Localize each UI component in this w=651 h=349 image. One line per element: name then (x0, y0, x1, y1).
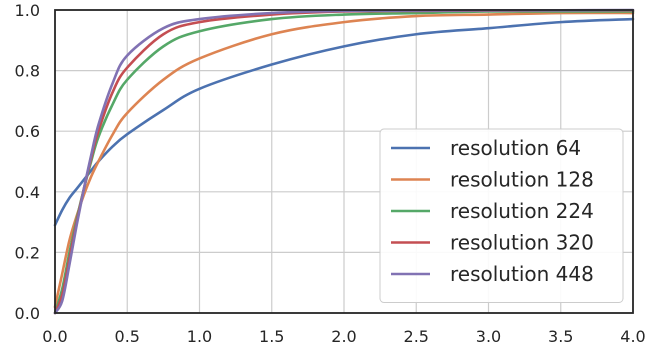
y-tick-label: 0.4 (15, 183, 40, 202)
x-tick-label: 1.5 (259, 327, 284, 346)
x-tick-label: 1.0 (187, 327, 212, 346)
y-tick-label: 0.2 (15, 243, 40, 262)
x-tick-label: 3.0 (476, 327, 501, 346)
legend-label: resolution 448 (450, 262, 594, 286)
series-line (53, 17, 635, 227)
y-tick-label: 0.6 (15, 122, 40, 141)
legend-label: resolution 320 (450, 231, 594, 255)
legend-label: resolution 64 (450, 136, 581, 160)
legend: resolution 64 resolution 128 resolution 22… (379, 128, 624, 303)
x-tick-label: 2.5 (404, 327, 429, 346)
legend-box (379, 128, 624, 303)
y-tick-label: 0.0 (15, 304, 40, 323)
x-tick-label: 2.0 (331, 327, 356, 346)
legend-label: resolution 224 (450, 199, 594, 223)
plot-frame (54, 9, 634, 314)
x-tick-label: 4.0 (620, 327, 645, 346)
y-tick-label: 0.8 (15, 62, 40, 81)
x-tick-label: 3.5 (548, 327, 573, 346)
x-axis-tick-labels: 0.0 0.5 1.0 1.5 2.0 2.5 3.0 3.5 4.0 (42, 327, 645, 346)
y-axis-tick-labels: 0.0 0.2 0.4 0.6 0.8 1.0 (15, 1, 40, 323)
legend-label: resolution 128 (450, 168, 594, 192)
x-tick-label: 0.0 (42, 327, 67, 346)
x-tick-label: 0.5 (115, 327, 140, 346)
y-tick-label: 1.0 (15, 1, 40, 20)
